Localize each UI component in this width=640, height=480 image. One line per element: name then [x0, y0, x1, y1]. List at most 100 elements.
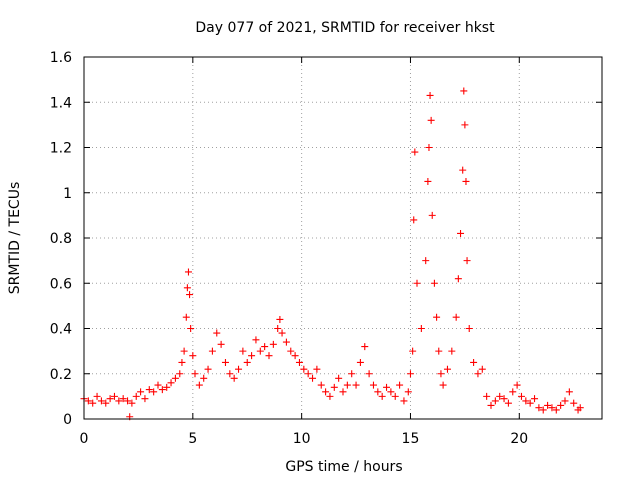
data-point-marker [182, 313, 190, 321]
data-point-marker [322, 388, 330, 396]
data-point-marker [509, 388, 517, 396]
data-point-marker [491, 397, 499, 405]
data-point-marker [335, 374, 343, 382]
y-tick-label: 1.2 [50, 141, 72, 157]
data-point-marker [378, 392, 386, 400]
data-point-marker [531, 395, 539, 403]
x-axis-ticks: 0 5 10 15 20 [80, 57, 528, 447]
data-point-marker [496, 392, 504, 400]
data-point-marker [309, 374, 317, 382]
data-point-marker [439, 381, 447, 389]
data-point-marker [409, 347, 417, 355]
data-point-marker [391, 392, 399, 400]
data-point-marker [300, 365, 308, 373]
data-point-marker [425, 144, 433, 151]
data-point-marker [124, 397, 132, 405]
data-point-marker [304, 370, 312, 378]
data-point-marker [474, 370, 482, 378]
data-point-marker [461, 121, 469, 129]
data-point-marker [470, 358, 478, 366]
data-point-marker [427, 116, 435, 124]
data-point-marker [437, 370, 445, 378]
data-point-marker [356, 358, 364, 366]
data-point-marker [163, 383, 171, 391]
data-point-marker [478, 365, 486, 373]
data-point-marker [417, 325, 425, 332]
y-axis-ticks: 0 0.2 0.4 0.6 0.8 1 1.2 1.4 1.6 [50, 50, 602, 428]
data-point-marker [265, 352, 273, 360]
data-point-marker [557, 401, 565, 409]
data-point-marker [256, 347, 264, 355]
x-tick-label: 20 [510, 431, 528, 447]
data-point-marker [411, 148, 419, 156]
data-point-marker [426, 91, 434, 99]
data-point-marker [548, 404, 556, 412]
data-point-marker [191, 370, 199, 378]
data-point-marker [167, 379, 175, 387]
data-point-marker [274, 325, 282, 332]
y-tick-label: 1.6 [50, 50, 72, 66]
data-point-marker [313, 365, 321, 373]
data-point-marker [410, 216, 418, 224]
data-point-marker [221, 358, 229, 366]
data-point-marker [269, 340, 277, 348]
data-point-marker [463, 257, 471, 265]
data-point-marker [430, 279, 438, 287]
data-point-marker [102, 399, 110, 407]
data-point-marker [115, 397, 123, 405]
data-point-marker [565, 388, 573, 396]
data-point-marker [561, 397, 569, 405]
data-point-marker [110, 392, 118, 400]
data-point-marker [200, 374, 208, 382]
data-point-marker [361, 343, 369, 351]
x-axis-label: GPS time / hours [285, 459, 402, 475]
data-point-marker [180, 347, 188, 355]
data-point-marker [204, 365, 212, 373]
data-point-marker [374, 388, 382, 396]
y-tick-label: 1 [63, 186, 72, 202]
data-point-marker [239, 347, 247, 355]
data-point-marker [365, 370, 373, 378]
data-point-marker [459, 166, 467, 174]
data-point-marker [513, 381, 521, 389]
data-point-marker [184, 268, 192, 276]
y-tick-label: 0.4 [50, 322, 72, 338]
data-point-marker [132, 392, 140, 400]
data-point-marker [369, 381, 377, 389]
data-point-marker [504, 399, 512, 407]
data-point-marker [137, 388, 145, 396]
y-tick-label: 0.6 [50, 276, 72, 292]
x-tick-label: 10 [293, 431, 311, 447]
x-tick-label: 0 [80, 431, 89, 447]
data-point-marker [248, 352, 256, 360]
data-point-marker [230, 374, 238, 382]
data-point-marker [406, 370, 414, 378]
data-point-marker [276, 315, 284, 323]
data-point-marker [261, 343, 269, 351]
data-point-marker [500, 395, 508, 403]
data-point-marker [84, 397, 92, 405]
data-points [80, 87, 584, 421]
data-point-marker [526, 399, 534, 407]
data-point-marker [243, 358, 251, 366]
y-axis-label: SRMTID / TECUs [7, 182, 23, 295]
data-point-marker [89, 399, 97, 407]
data-point-marker [352, 381, 360, 389]
data-point-marker [150, 388, 158, 396]
y-tick-label: 0.8 [50, 231, 72, 247]
data-point-marker [339, 388, 347, 396]
data-point-marker [517, 392, 525, 400]
data-point-marker [93, 392, 101, 400]
data-point-marker [330, 383, 338, 391]
data-point-marker [387, 388, 395, 396]
data-point-marker [443, 365, 451, 373]
data-point-marker [462, 177, 470, 185]
data-point-marker [171, 374, 179, 382]
data-point-marker [217, 340, 225, 348]
data-point-marker [178, 358, 186, 366]
data-point-marker [404, 388, 412, 396]
chart-title: Day 077 of 2021, SRMTID for receiver hks… [195, 20, 495, 36]
data-point-marker [452, 313, 460, 321]
data-point-marker [576, 404, 584, 412]
